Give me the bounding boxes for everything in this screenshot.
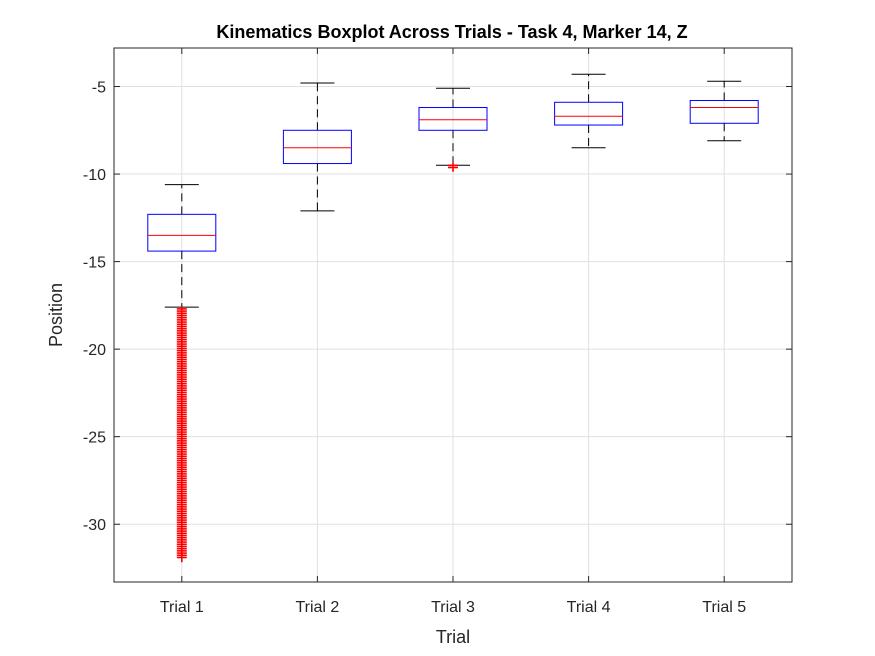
x-tick-label: Trial 5 (702, 599, 746, 616)
y-axis-label: Position (46, 283, 66, 347)
box-trial-1 (147, 184, 217, 563)
axis-ticks: -30 -25 -20 -15 -10 -5 Trial 1 Trial 2 Trial 3 Tr… (83, 48, 792, 616)
y-tick-label: -25 (83, 430, 106, 447)
y-tick-label: -10 (83, 167, 106, 184)
boxes-layer (147, 73, 759, 563)
x-axis-label: Trial (436, 627, 470, 647)
box-trial-2 (282, 82, 352, 212)
x-tick-label: Trial 2 (295, 599, 339, 616)
box-body (418, 107, 488, 131)
x-tick-label: Trial 4 (567, 599, 611, 616)
box-trial-5 (689, 80, 759, 142)
box-body (554, 101, 624, 126)
chart-title: Kinematics Boxplot Across Trials - Task … (216, 22, 687, 42)
outlier-markers (176, 305, 187, 563)
box-trial-3 (418, 87, 488, 172)
y-tick-label: -20 (83, 342, 106, 359)
box-trial-4 (554, 73, 624, 149)
x-tick-label: Trial 3 (431, 599, 475, 616)
box-body (147, 213, 217, 252)
outlier-markers (448, 162, 458, 172)
y-tick-label: -30 (83, 517, 106, 534)
y-tick-label: -5 (92, 80, 106, 97)
box-body (689, 100, 759, 124)
x-tick-label: Trial 1 (160, 599, 204, 616)
box-body (282, 129, 352, 165)
y-tick-label: -15 (83, 255, 106, 272)
